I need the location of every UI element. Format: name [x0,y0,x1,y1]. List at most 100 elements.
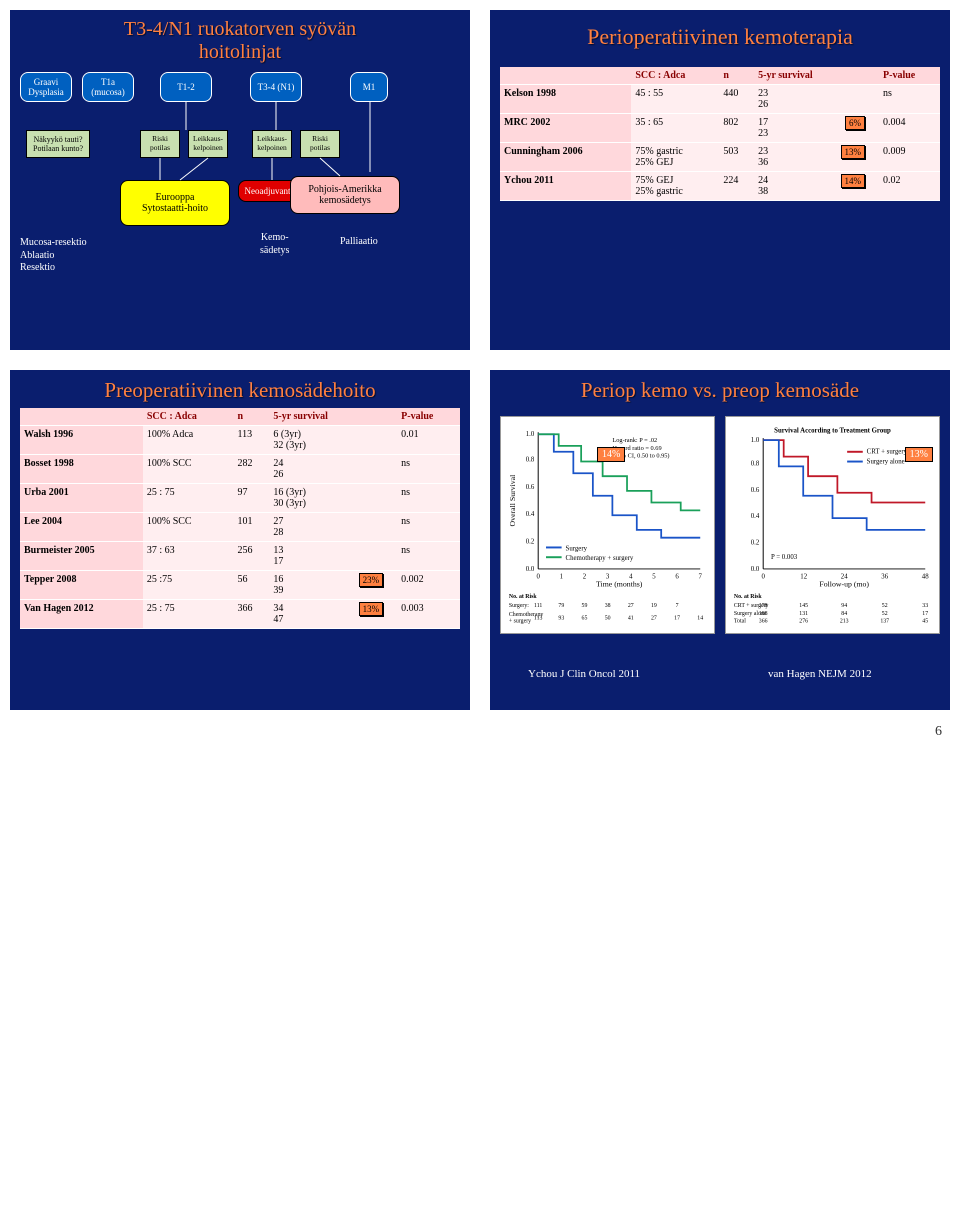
yt: 1.0 [751,437,760,444]
table-cell: 100% SCC [143,455,234,484]
table-cell: 282 [234,455,270,484]
table-cell: Walsh 1996 [20,426,143,455]
table-cell: 802 [719,114,754,143]
risk-value: 38 [605,603,611,609]
table-cell: 113 [234,426,270,455]
xlabel-r: Follow-up (mo) [819,580,869,589]
risk-r2b: + surgery [509,619,531,625]
x-tick: 0 [536,574,540,581]
table-cell: 100% Adca [143,426,234,455]
page-number: 6 [0,720,960,750]
branch-leikkaus-2: Leikkaus-kelpoinen [252,130,292,158]
x-tick: 5 [652,574,656,581]
table-row: Urba 200125 : 759716 (3yr) 30 (3yr)ns [20,484,460,513]
risk-value: 41 [628,616,634,622]
branch-riski-2: Riski potilas [300,130,340,158]
risk-value: 145 [799,603,808,609]
table-cell: 6 (3yr) 32 (3yr) [269,426,367,455]
risk-r1: Surgery: [509,603,529,609]
table-row: Lee 2004100% SCC10127 28ns [20,513,460,542]
x-tick: 0 [761,574,765,581]
table-cell: 25 :75 [143,571,234,600]
table-cell: Tepper 2008 [20,571,143,600]
periop-table: SCC : Adca n 5-yr survival P-value Kelso… [500,67,940,201]
yt: 0.8 [751,460,760,467]
table-cell: 24 3814% [754,172,849,201]
yt: 0.6 [751,487,760,494]
table-cell [367,426,397,455]
hdr-badge [849,67,879,85]
hdr-surv: 5-yr survival [269,408,367,426]
table-cell: 366 [234,600,270,629]
risk-value: 50 [605,616,611,622]
hdr-p: P-value [397,408,460,426]
table-cell: 35 : 65 [631,114,719,143]
percent-badge: 6% [845,116,865,130]
table-cell [849,85,879,114]
table-cell [367,513,397,542]
risk-value: 59 [582,603,588,609]
x-tick: 2 [583,574,587,581]
caption-left: Ychou J Clin Oncol 2011 [528,668,640,680]
legend-l1: Surgery [566,545,588,552]
table-cell: Lee 2004 [20,513,143,542]
slide-periop-table: Perioperatiivinen kemoterapia SCC : Adca… [490,10,950,350]
risk-hdr-r: No. at Risk [734,594,763,600]
risk-value: 14 [697,616,703,622]
table-cell [367,455,397,484]
table-cell: 23 26 [754,85,849,114]
table-cell: 0.002 [397,571,460,600]
slide1-title-l1: T3-4/N1 ruokatorven syövän [124,18,356,40]
table-cell: 37 : 63 [143,542,234,571]
hdr-n: n [719,67,754,85]
chart-left: 0.0 0.2 0.4 0.6 0.8 1.0 01234567 Log-ran… [500,416,715,634]
table-cell: 0.02 [879,172,940,201]
branch-leikkaus-1: Leikkaus-kelpoinen [188,130,228,158]
stage-graavi: Graavi Dysplasia [20,72,72,102]
table-cell: 25 : 75 [143,484,234,513]
risk-value: 27 [651,616,657,622]
hdr-p: P-value [879,67,940,85]
flowchart: Graavi Dysplasia T1a (mucosa) T1-2 T3-4 … [20,72,460,350]
stage-t34: T3-4 (N1) [250,72,302,102]
risk-value: 366 [759,619,768,625]
risk-value: 17 [674,616,680,622]
table-row: Van Hagen 201225 : 7536634 4713%0.003 [20,600,460,629]
risk-hdr: No. at Risk [509,594,538,600]
yellow-treatment: Eurooppa Sytostaatti-hoito [120,180,230,226]
ylabel: Overall Survival [508,474,517,527]
risk-value: 27 [628,603,634,609]
slide4-title: Periop kemo vs. preop kemosäde [500,378,940,402]
hdr-surv: 5-yr survival [754,67,849,85]
risk-value: 52 [882,611,888,617]
risk-value: 178 [759,603,768,609]
hdr-badge [367,408,397,426]
question-box: Näkyykö tauti? Potilaan kunto? [26,130,90,158]
x-tick: 6 [675,574,679,581]
hdr-empty [500,67,631,85]
x-tick: 48 [922,574,929,581]
footer-l3: Resektio [20,262,55,273]
risk-value: 137 [880,619,889,625]
table-cell: 27 28 [269,513,367,542]
table-cell: ns [397,455,460,484]
badge-13: 13% [905,447,933,462]
table-cell: ns [397,484,460,513]
footer-l1: Mucosa-resektio [20,237,87,248]
yt: 0.0 [751,566,760,573]
table-cell: 256 [234,542,270,571]
yt: 0.4 [751,513,760,520]
branch-riski-1: Riski potilas [140,130,180,158]
table-cell [367,542,397,571]
table-cell: 23 3613% [754,143,849,172]
table-cell: 100% SCC [143,513,234,542]
percent-badge: 13% [841,145,866,159]
table-cell: 0.004 [879,114,940,143]
hdr-empty [20,408,143,426]
stage-m1: M1 [350,72,388,102]
footer-left: Mucosa-resektio Ablaatio Resektio [20,237,87,275]
table-cell: 16 (3yr) 30 (3yr) [269,484,367,513]
table-cell: 24 26 [269,455,367,484]
risk-value: 93 [558,616,564,622]
risk-value: 65 [582,616,588,622]
